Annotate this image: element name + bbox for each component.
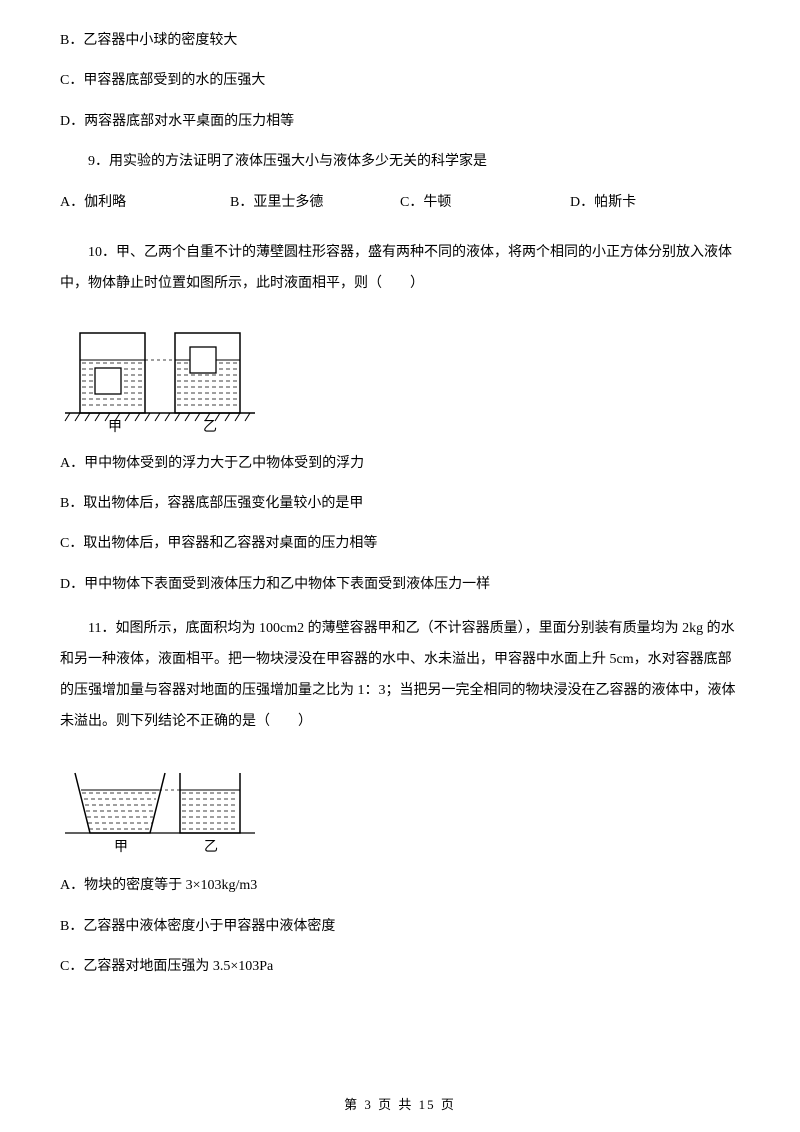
q10-option-a: A．甲中物体受到的浮力大于乙中物体受到的浮力 [60, 453, 740, 475]
q10-stem: 10．甲、乙两个自重不计的薄壁圆柱形容器，盛有两种不同的液体，将两个相同的小正方… [60, 238, 740, 300]
q10-option-c: C．取出物体后，甲容器和乙容器对桌面的压力相等 [60, 533, 740, 555]
svg-text:乙: 乙 [204, 839, 218, 855]
q11-option-a: A．物块的密度等于 3×103kg/m3 [60, 875, 740, 897]
q8-option-c: C．甲容器底部受到的水的压强大 [60, 70, 740, 92]
q10-option-b: B．取出物体后，容器底部压强变化量较小的是甲 [60, 493, 740, 515]
q9-option-c: C．牛顿 [400, 192, 570, 214]
svg-text:甲: 甲 [114, 840, 128, 855]
page-footer: 第 3 页 共 15 页 [0, 1095, 800, 1116]
q8-option-b: B．乙容器中小球的密度较大 [60, 30, 740, 52]
svg-text:乙: 乙 [203, 419, 217, 433]
q11-stem: 11．如图所示，底面积均为 100cm2 的薄壁容器甲和乙（不计容器质量），里面… [60, 614, 740, 737]
q9-options: A．伽利略 B．亚里士多德 C．牛顿 D．帕斯卡 [60, 192, 740, 214]
q11-option-b: B．乙容器中液体密度小于甲容器中液体密度 [60, 916, 740, 938]
q9-option-b: B．亚里士多德 [230, 192, 400, 214]
q10-figure: 甲 乙 [60, 318, 740, 433]
q11-figure: 甲 乙 [60, 755, 740, 855]
svg-text:甲: 甲 [108, 420, 122, 433]
q11-diagram-icon: 甲 乙 [60, 755, 260, 855]
q9-option-a: A．伽利略 [60, 192, 230, 214]
q9-stem: 9．用实验的方法证明了液体压强大小与液体多少无关的科学家是 [60, 151, 740, 173]
q11-option-c: C．乙容器对地面压强为 3.5×103Pa [60, 956, 740, 978]
q10-diagram-icon: 甲 乙 [60, 318, 260, 433]
q8-option-d: D．两容器底部对水平桌面的压力相等 [60, 111, 740, 133]
q10-option-d: D．甲中物体下表面受到液体压力和乙中物体下表面受到液体压力一样 [60, 574, 740, 596]
q9-option-d: D．帕斯卡 [570, 192, 740, 214]
